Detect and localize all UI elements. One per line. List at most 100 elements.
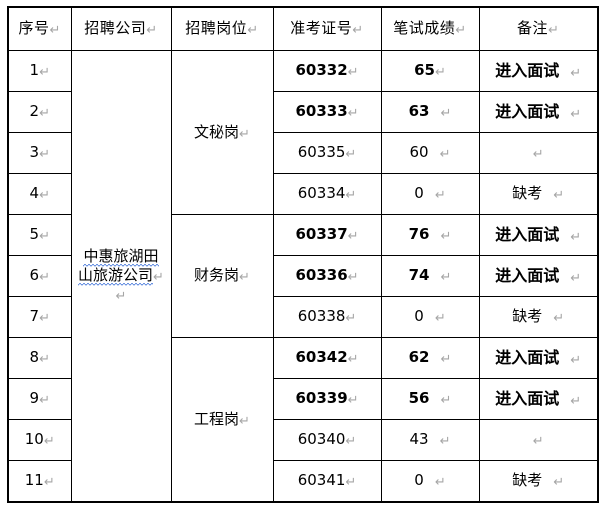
paragraph-mark-icon: ↵ — [39, 311, 50, 327]
cell-seq: 11↵ — [7, 460, 72, 503]
table-row: 2↵ 60333↵ 63 ↵ 进入面试 ↵ — [7, 91, 599, 133]
paragraph-mark-icon: ↵ — [39, 352, 50, 368]
paragraph-mark-icon: ↵ — [347, 229, 359, 245]
paragraph-mark-icon: ↵ — [153, 270, 164, 286]
post-value: 文秘岗 — [194, 122, 240, 141]
table-row: 9↵ 60339↵ 56 ↵ 进入面试 ↵ — [7, 378, 599, 420]
cell-ticket-number: 60341↵ — [272, 460, 382, 503]
cell-ticket-number: 60333↵ — [272, 91, 382, 133]
seq-value: 9 — [29, 389, 40, 408]
paragraph-mark-icon: ↵ — [434, 475, 446, 491]
cell-written-score: 0 ↵ — [380, 296, 480, 338]
paragraph-mark-icon: ↵ — [570, 393, 582, 409]
paragraph-mark-icon: ↵ — [434, 188, 446, 204]
paragraph-mark-icon: ↵ — [570, 65, 582, 81]
column-header-score: 笔试成绩↵ — [380, 6, 480, 51]
paragraph-mark-icon: ↵ — [532, 434, 544, 450]
paragraph-mark-icon: ↵ — [440, 270, 452, 286]
paragraph-mark-icon: ↵ — [439, 147, 451, 163]
seq-value: 11 — [24, 471, 44, 490]
cell-post: 文秘岗↵ — [170, 50, 274, 215]
seq-value: 3 — [29, 143, 40, 162]
seq-value: 1 — [29, 61, 40, 80]
seq-value: 6 — [29, 266, 40, 285]
cell-remark: 进入面试 ↵ — [478, 378, 599, 420]
cell-ticket-number: 60338↵ — [272, 296, 382, 338]
remark-value: 进入面试 — [495, 60, 560, 80]
cell-ticket-number: 60339↵ — [272, 378, 382, 420]
paragraph-mark-icon: ↵ — [347, 352, 359, 368]
ticket-value: 60334 — [297, 184, 346, 203]
cell-written-score: 62 ↵ — [380, 337, 480, 379]
company-empty-line: ↵ — [76, 285, 167, 304]
cell-written-score: 56 ↵ — [380, 378, 480, 420]
cell-seq: 3↵ — [7, 132, 72, 174]
paragraph-mark-icon: ↵ — [352, 23, 364, 39]
cell-ticket-number: 60336↵ — [272, 255, 382, 297]
paragraph-mark-icon: ↵ — [39, 106, 50, 122]
table-row: 8↵ 工程岗↵ 60342↵ 62 ↵ 进入面试 ↵ — [7, 337, 599, 503]
cell-post: 工程岗↵ — [170, 337, 274, 503]
remark-value: 进入面试 — [495, 101, 560, 121]
ticket-value: 60342 — [295, 348, 348, 367]
column-header-post-label: 招聘岗位 — [185, 19, 248, 38]
paragraph-mark-icon: ↵ — [532, 147, 544, 163]
paragraph-mark-icon: ↵ — [43, 434, 55, 450]
paragraph-mark-icon: ↵ — [247, 23, 259, 39]
score-value: 62 — [408, 348, 430, 367]
paragraph-mark-icon: ↵ — [440, 352, 452, 368]
score-value: 65 — [414, 61, 435, 80]
cell-ticket-number: 60334↵ — [272, 173, 382, 215]
paragraph-mark-icon: ↵ — [434, 311, 446, 327]
remark-value: 缺考 — [512, 184, 543, 203]
paragraph-mark-icon: ↵ — [39, 229, 50, 245]
column-header-company-label: 招聘公司 — [84, 19, 147, 38]
paragraph-mark-icon: ↵ — [570, 352, 582, 368]
cell-seq: 7↵ — [7, 296, 72, 338]
cell-ticket-number: 60337↵ — [272, 214, 382, 256]
paragraph-mark-icon: ↵ — [440, 106, 452, 122]
cell-seq: 5↵ — [7, 214, 72, 256]
paragraph-mark-icon: ↵ — [239, 126, 250, 142]
ticket-value: 60336 — [295, 266, 348, 285]
remark-value: 进入面试 — [495, 224, 560, 244]
seq-value: 10 — [24, 430, 44, 449]
paragraph-mark-icon: ↵ — [39, 188, 50, 204]
paragraph-mark-icon: ↵ — [553, 475, 565, 491]
paragraph-mark-icon: ↵ — [345, 147, 357, 163]
paragraph-mark-icon: ↵ — [553, 188, 565, 204]
cell-remark: 进入面试 ↵ — [478, 50, 599, 92]
table-row: 4↵ 60334↵ 0 ↵ 缺考 ↵ — [7, 173, 599, 215]
paragraph-mark-icon: ↵ — [345, 311, 357, 327]
paragraph-mark-icon: ↵ — [39, 393, 50, 409]
ticket-value: 60333 — [295, 102, 348, 121]
company-name-text: 中惠旅湖田 山旅游公司↵ — [76, 247, 167, 285]
table-row: 1↵ 中惠旅湖田 山旅游公司↵ ↵ 文秘岗↵ 60332↵ 65↵ 进入面试 ↵ — [7, 50, 599, 503]
paragraph-mark-icon: ↵ — [345, 475, 357, 491]
cell-written-score: 74 ↵ — [380, 255, 480, 297]
score-value: 0 — [414, 471, 424, 490]
paragraph-mark-icon: ↵ — [548, 23, 560, 39]
cell-remark: 缺考 ↵ — [478, 460, 599, 503]
company-line-2: 山旅游公司 — [78, 266, 154, 285]
score-value: 74 — [408, 266, 430, 285]
cell-remark: ↵ — [478, 419, 599, 461]
cell-written-score: 43 ↵ — [380, 419, 480, 461]
paragraph-mark-icon: ↵ — [345, 188, 357, 204]
paragraph-mark-icon: ↵ — [239, 270, 250, 286]
score-value: 76 — [408, 225, 430, 244]
column-header-seq: 序号↵ — [7, 6, 72, 51]
cell-written-score: 0 ↵ — [380, 173, 480, 215]
cell-seq: 8↵ — [7, 337, 72, 379]
cell-written-score: 60 ↵ — [380, 132, 480, 174]
remark-value: 进入面试 — [495, 347, 560, 367]
post-value: 财务岗 — [194, 266, 240, 285]
cell-company: 中惠旅湖田 山旅游公司↵ ↵ — [70, 50, 172, 503]
paragraph-mark-icon: ↵ — [439, 434, 451, 450]
cell-written-score: 0 ↵ — [380, 460, 480, 503]
paragraph-mark-icon: ↵ — [39, 65, 50, 81]
paragraph-mark-icon: ↵ — [239, 413, 250, 429]
seq-value: 8 — [29, 348, 40, 367]
paragraph-mark-icon: ↵ — [347, 393, 359, 409]
table-row: 3↵ 60335↵ 60 ↵ ↵ — [7, 132, 599, 174]
